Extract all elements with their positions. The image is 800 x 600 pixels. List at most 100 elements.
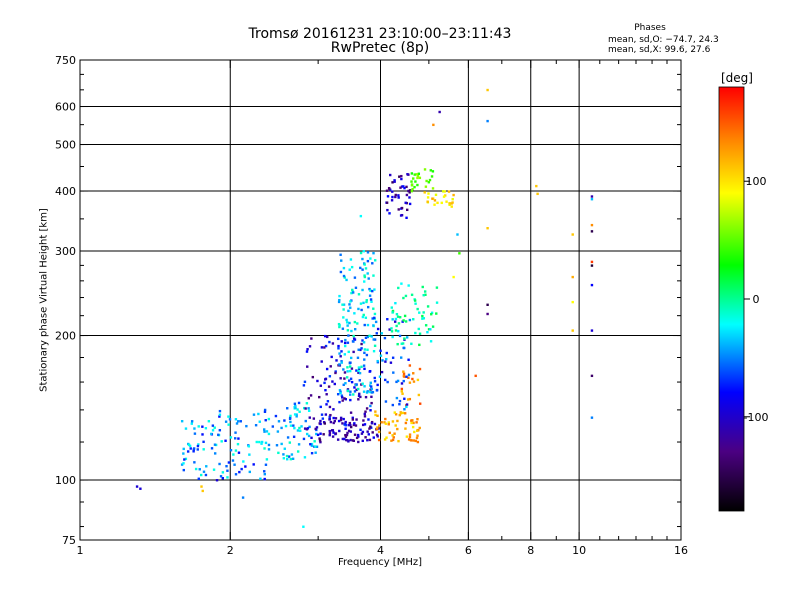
data-point — [359, 428, 362, 432]
data-point — [320, 346, 324, 349]
data-point — [227, 461, 231, 464]
data-point — [363, 412, 366, 416]
data-point — [368, 334, 371, 338]
data-point — [224, 439, 227, 442]
data-point — [375, 427, 378, 431]
data-point — [423, 168, 427, 171]
data-point — [332, 408, 335, 411]
data-point — [361, 288, 364, 292]
data-point — [303, 380, 307, 384]
data-point — [292, 435, 296, 438]
data-point — [331, 435, 335, 438]
data-point — [386, 318, 389, 321]
data-point — [352, 334, 355, 338]
data-point — [396, 379, 400, 383]
data-point — [346, 389, 350, 393]
data-point — [357, 307, 360, 311]
data-point — [242, 460, 245, 463]
data-point — [315, 445, 319, 448]
data-point — [312, 417, 316, 420]
data-point — [224, 420, 228, 423]
data-point — [229, 449, 233, 452]
data-point — [288, 441, 292, 444]
data-point — [220, 440, 223, 443]
data-point — [344, 422, 347, 425]
data-point — [379, 354, 383, 357]
data-point — [411, 425, 415, 429]
data-point — [359, 214, 363, 218]
data-point — [342, 417, 345, 421]
data-point — [350, 367, 354, 370]
data-point — [360, 432, 364, 435]
tick-labels: 1 2 4 6 8 10 16 75 100 200 300 400 500 600 750 — [55, 54, 688, 557]
data-point — [388, 212, 391, 215]
data-point — [486, 312, 489, 316]
data-point — [184, 457, 188, 461]
data-point — [400, 185, 404, 188]
data-point — [363, 323, 366, 327]
data-point — [364, 395, 368, 399]
data-point — [372, 338, 375, 341]
data-point — [410, 421, 413, 425]
data-point — [288, 417, 292, 420]
data-point — [571, 329, 574, 332]
data-point — [218, 415, 221, 418]
data-point — [418, 343, 421, 347]
data-point — [385, 351, 388, 355]
data-point — [405, 435, 409, 438]
data-point — [404, 427, 407, 430]
data-point — [345, 321, 349, 324]
data-point — [416, 176, 419, 180]
data-point — [372, 349, 376, 353]
data-point — [404, 294, 408, 298]
data-point — [227, 415, 230, 418]
y-tick-label: 400 — [55, 185, 76, 198]
data-point — [277, 420, 281, 423]
data-point — [418, 426, 421, 430]
data-point — [380, 421, 383, 424]
data-point — [186, 450, 190, 453]
data-point — [348, 379, 351, 382]
data-point — [252, 413, 256, 416]
data-point — [313, 440, 316, 443]
data-point — [362, 419, 365, 422]
data-point — [182, 462, 185, 465]
data-point — [363, 358, 366, 361]
data-point — [294, 406, 297, 410]
data-point — [344, 398, 347, 401]
data-point — [263, 470, 266, 473]
data-point — [403, 375, 406, 378]
data-point — [421, 314, 424, 318]
data-point — [210, 432, 213, 436]
data-point — [353, 328, 357, 331]
data-point — [424, 324, 428, 327]
data-point — [370, 401, 373, 405]
data-point — [234, 431, 237, 434]
data-point — [386, 380, 389, 384]
data-point — [341, 437, 345, 441]
y-axis-label: Stationary phase Virtual Height [km] — [38, 208, 50, 392]
data-point — [265, 430, 269, 433]
data-point — [396, 342, 399, 346]
data-point — [397, 208, 400, 211]
x-tick-label: 4 — [377, 544, 384, 557]
data-point — [339, 418, 343, 422]
data-point — [343, 397, 346, 400]
data-point — [361, 257, 364, 261]
data-point — [371, 431, 374, 434]
data-point — [231, 459, 235, 462]
data-point — [486, 88, 489, 92]
data-point — [388, 187, 391, 191]
data-point — [452, 193, 455, 197]
data-point — [350, 380, 354, 384]
data-point — [351, 418, 354, 421]
data-point — [435, 312, 438, 315]
data-point — [390, 327, 393, 330]
data-point — [432, 123, 435, 127]
data-point — [378, 424, 381, 427]
data-point — [374, 320, 378, 324]
data-point — [310, 442, 314, 446]
data-point — [353, 390, 357, 393]
data-point — [328, 417, 331, 421]
data-point — [211, 429, 215, 432]
